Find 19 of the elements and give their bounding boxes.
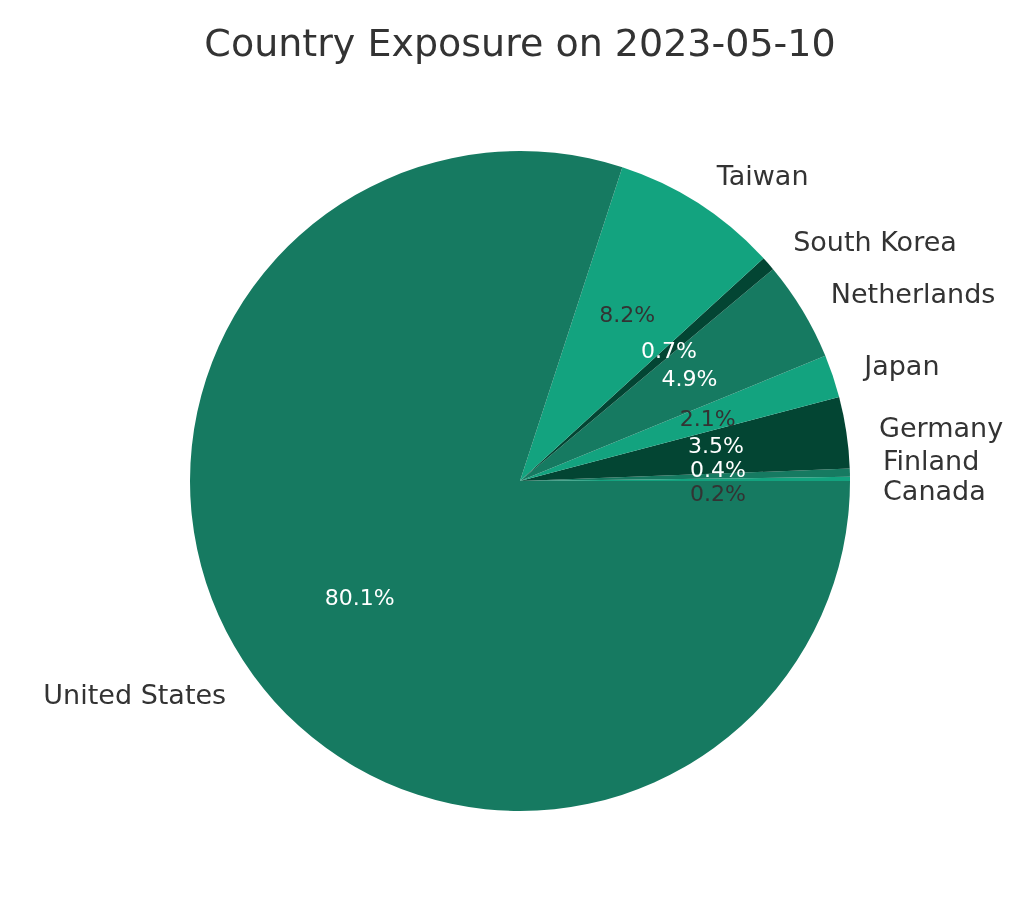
pie-slice bbox=[520, 269, 826, 481]
slice-label: Finland bbox=[882, 444, 980, 476]
data-label: 80.1% bbox=[324, 584, 395, 610]
slice-label: Canada bbox=[882, 474, 986, 506]
data-label: 0.4% bbox=[689, 456, 746, 482]
data-label: 8.2% bbox=[599, 302, 656, 328]
data-label: 3.5% bbox=[687, 432, 744, 458]
slice-label: Germany bbox=[879, 412, 1004, 444]
slice-label: Netherlands bbox=[830, 277, 996, 309]
slice-label: Japan bbox=[862, 350, 940, 382]
data-label: 4.9% bbox=[661, 366, 718, 392]
data-label: 2.1% bbox=[679, 405, 736, 431]
data-label: 0.7% bbox=[641, 338, 697, 364]
slice-label: South Korea bbox=[793, 226, 957, 258]
slice-label: United States bbox=[43, 678, 227, 710]
slice-label: Taiwan bbox=[715, 160, 809, 192]
pie-slice bbox=[520, 397, 850, 481]
data-label: 0.2% bbox=[690, 480, 746, 506]
chart-title: Country Exposure on 2023-05-10 bbox=[204, 21, 836, 65]
